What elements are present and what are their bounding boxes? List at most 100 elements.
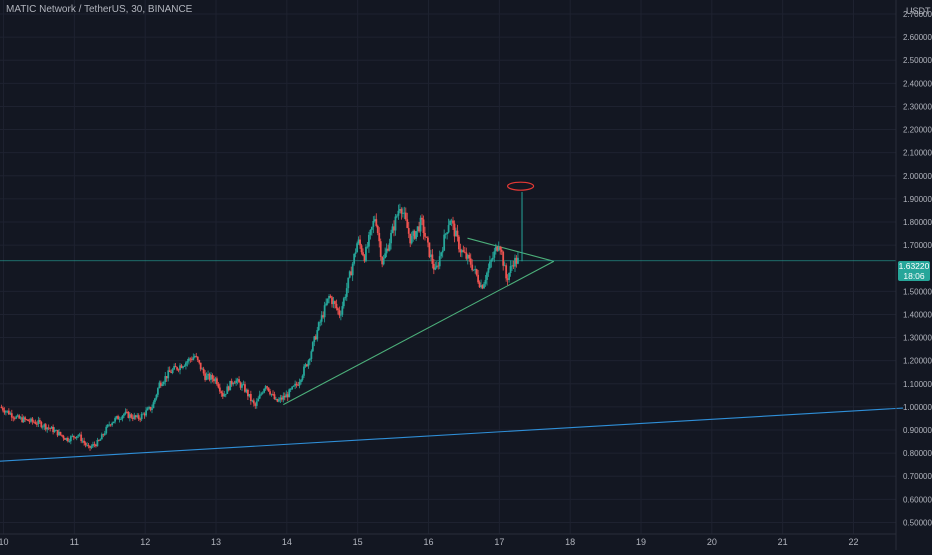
candle-body-315 [465, 252, 468, 259]
candle-body-93 [137, 415, 140, 420]
candle-body-88 [130, 414, 133, 418]
candle-body-202 [298, 382, 301, 386]
candle-body-343 [506, 278, 509, 280]
candle-body-298 [440, 252, 443, 257]
candle-body-272 [401, 213, 404, 214]
candle-body-306 [452, 220, 454, 224]
candle-body-147 [217, 384, 220, 388]
trendlines [0, 237, 904, 462]
x-tick-label-9: 19 [636, 537, 646, 547]
candle-body-166 [245, 389, 248, 392]
candle-body-39 [58, 431, 60, 436]
candle-body-322 [475, 269, 478, 275]
candle-body-275 [406, 219, 409, 229]
triangle-resistance-line[interactable] [467, 237, 555, 262]
candle-body-40 [59, 431, 62, 435]
candle-body-35 [52, 426, 55, 433]
candle-body-1 [2, 407, 4, 411]
candle-body-107 [158, 382, 161, 389]
candle-body-213 [314, 336, 317, 340]
candle-body-337 [497, 247, 500, 251]
price-axis[interactable]: 2.70000 2.60000 2.50000 2.40000 2.30000 2.200… [903, 10, 932, 527]
candle-body-234 [345, 288, 348, 297]
candle-body-342 [505, 265, 508, 279]
candle-body-350 [517, 257, 519, 264]
candle-body-71 [105, 426, 108, 434]
candle-body-174 [257, 398, 260, 402]
candle-body-56 [83, 440, 86, 443]
candle-body-313 [462, 250, 465, 252]
candle-body-277 [409, 233, 412, 244]
candle-body-220 [325, 303, 328, 306]
x-tick-label-3: 13 [211, 537, 221, 547]
candle-body-76 [112, 421, 115, 424]
candle-body-159 [235, 380, 238, 383]
candle-body-97 [143, 413, 146, 416]
candle-body-263 [388, 243, 391, 251]
candle-body-329 [486, 272, 488, 280]
candle-body-2 [3, 410, 6, 413]
candle-body-319 [471, 264, 474, 271]
candle-body-297 [438, 256, 441, 267]
candle-body-8 [12, 417, 15, 419]
candle-body-19 [28, 421, 31, 422]
candle-body-288 [425, 236, 428, 238]
candle-body-183 [270, 393, 273, 395]
candle-body-145 [214, 378, 217, 382]
annotation-ellipse-0[interactable] [507, 181, 535, 191]
candle-body-304 [449, 220, 451, 226]
candle-body-184 [272, 393, 274, 395]
x-tick-label-11: 21 [778, 537, 788, 547]
y-tick-label-1: 2.60000 [903, 33, 932, 42]
annotations [507, 181, 535, 191]
candle-body-109 [161, 384, 164, 386]
candle-body-53 [78, 434, 81, 436]
candle-body-199 [294, 383, 297, 386]
candle-body-175 [258, 394, 261, 399]
candle-body-172 [254, 403, 257, 406]
candle-body-201 [297, 384, 299, 386]
candle-body-100 [148, 406, 150, 409]
bar-countdown: 18:06 [903, 271, 925, 281]
long-term-support-line[interactable] [0, 407, 904, 462]
candle-body-106 [156, 388, 159, 395]
candle-body-194 [286, 394, 289, 398]
candle-body-186 [275, 398, 277, 400]
candle-body-223 [329, 296, 332, 298]
candle-body-347 [512, 265, 515, 267]
candle-body-131 [193, 356, 196, 358]
candle-body-295 [435, 265, 438, 268]
candle-body-92 [136, 415, 139, 418]
candle-body-236 [348, 271, 351, 278]
candle-body-148 [218, 387, 221, 392]
time-axis[interactable]: 10 11 12 13 14 15 16 17 18 19 20 21 22 [0, 537, 859, 547]
candle-body-300 [443, 234, 446, 251]
candle-body-18 [27, 419, 29, 422]
candle-body-137 [202, 368, 205, 374]
candle-body-189 [279, 397, 282, 400]
candle-body-79 [117, 416, 119, 420]
candle-body-136 [201, 368, 204, 370]
x-tick-label-8: 18 [565, 537, 575, 547]
candle-body-212 [313, 336, 316, 343]
candle-body-25 [37, 420, 40, 425]
candle-body-219 [323, 305, 326, 318]
candle-body-77 [114, 418, 116, 422]
candle-body-112 [165, 376, 168, 379]
candle-body-192 [283, 395, 286, 398]
candle-body-119 [176, 367, 178, 370]
candle-body-330 [487, 268, 490, 273]
triangle-support-line[interactable] [283, 260, 555, 406]
candle-body-312 [460, 250, 463, 253]
candle-body-185 [273, 394, 276, 400]
candle-body-14 [21, 417, 24, 423]
candle-body-124 [183, 365, 186, 367]
candle-body-64 [95, 444, 97, 447]
candle-body-208 [307, 360, 310, 367]
candle-body-180 [266, 386, 268, 388]
candle-body-121 [179, 365, 181, 371]
candle-body-58 [86, 444, 88, 446]
candle-body-336 [496, 246, 499, 251]
